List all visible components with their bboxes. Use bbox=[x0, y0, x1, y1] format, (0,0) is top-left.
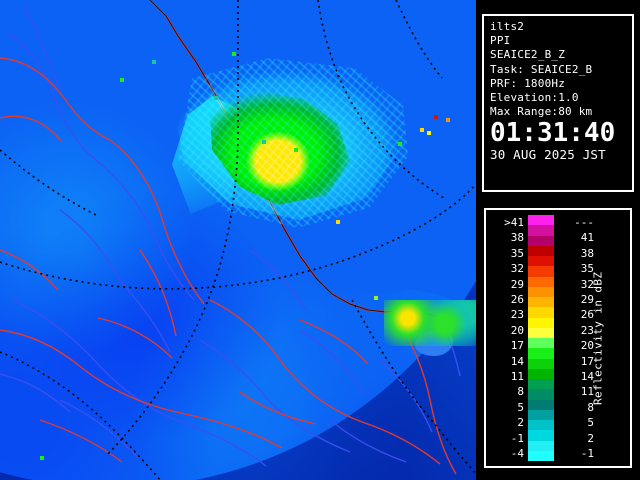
legend-swatch-1 bbox=[528, 225, 554, 236]
legend-swatch-16 bbox=[528, 379, 554, 390]
legend-swatch-6 bbox=[528, 276, 554, 287]
legend-swatch-3 bbox=[528, 245, 554, 256]
scan-info-box: ilts2 PPI SEAICE2_B_Z Task: SEAICE2_B PR… bbox=[482, 14, 634, 192]
echo-cell-9 bbox=[398, 142, 402, 146]
legend-swatch-10 bbox=[528, 317, 554, 328]
info-prf: PRF: 1800Hz bbox=[490, 76, 566, 90]
legend-swatch-11 bbox=[528, 327, 554, 338]
ppi-map-canvas[interactable] bbox=[0, 0, 476, 480]
echo-cell-7 bbox=[420, 128, 424, 132]
legend-swatch-4 bbox=[528, 256, 554, 267]
legend-swatch-17 bbox=[528, 389, 554, 400]
legend-colorbar bbox=[528, 215, 554, 461]
legend-swatch-2 bbox=[528, 235, 554, 246]
scan-date: 30 AUG 2025 JST bbox=[490, 147, 606, 163]
reflectivity-legend: >41 38 35 32 29 26 23 20 17 14 11 8 5 2 … bbox=[484, 208, 632, 468]
info-task: Task: SEAICE2_B bbox=[490, 62, 593, 76]
echo-isolated-cells bbox=[40, 52, 450, 460]
echo-cell-6 bbox=[446, 118, 450, 122]
info-scan-type: PPI bbox=[490, 34, 511, 48]
echo-cell-12 bbox=[232, 52, 236, 56]
legend-swatch-23 bbox=[528, 450, 554, 461]
legend-swatch-12 bbox=[528, 338, 554, 349]
legend-swatch-20 bbox=[528, 420, 554, 431]
echo-cell-2 bbox=[336, 220, 340, 224]
legend-swatch-13 bbox=[528, 348, 554, 359]
legend-swatch-19 bbox=[528, 409, 554, 420]
echo-cell-0 bbox=[262, 140, 266, 144]
legend-swatch-8 bbox=[528, 297, 554, 308]
echo-cell-13 bbox=[214, 96, 218, 100]
echo-cell-3 bbox=[374, 296, 378, 300]
legend-lower-bound-labels: --- 41 38 35 32 29 26 23 20 17 14 11 8 5… bbox=[574, 216, 594, 461]
legend-swatch-18 bbox=[528, 399, 554, 410]
legend-swatch-22 bbox=[528, 440, 554, 451]
echo-cell-10 bbox=[120, 78, 124, 82]
echo-cell-11 bbox=[152, 60, 156, 64]
echo-cell-8 bbox=[427, 131, 431, 135]
echo-cell-1 bbox=[294, 148, 298, 152]
legend-swatch-5 bbox=[528, 266, 554, 277]
radar-echo-layer bbox=[40, 52, 476, 460]
side-panel: ilts2 PPI SEAICE2_B_Z Task: SEAICE2_B PR… bbox=[476, 0, 640, 480]
echo-cell-5 bbox=[434, 115, 438, 119]
legend-swatch-9 bbox=[528, 307, 554, 318]
legend-swatch-14 bbox=[528, 358, 554, 369]
legend-axis-title: Reflectivity in dBZ bbox=[591, 271, 605, 405]
info-product: SEAICE2_B_Z bbox=[490, 48, 566, 62]
legend-swatch-15 bbox=[528, 368, 554, 379]
legend-swatch-0 bbox=[528, 215, 554, 226]
legend-swatch-7 bbox=[528, 286, 554, 297]
legend-swatch-21 bbox=[528, 430, 554, 441]
info-max-range: Max Range:80 km bbox=[490, 105, 593, 119]
echo-cell-4 bbox=[40, 456, 44, 460]
legend-upper-bound-labels: >41 38 35 32 29 26 23 20 17 14 11 8 5 2 … bbox=[504, 216, 524, 461]
scan-time: 01:31:40 bbox=[490, 118, 616, 149]
info-elevation: Elevation:1.0 bbox=[490, 91, 579, 105]
info-site: ilts2 bbox=[490, 20, 525, 33]
